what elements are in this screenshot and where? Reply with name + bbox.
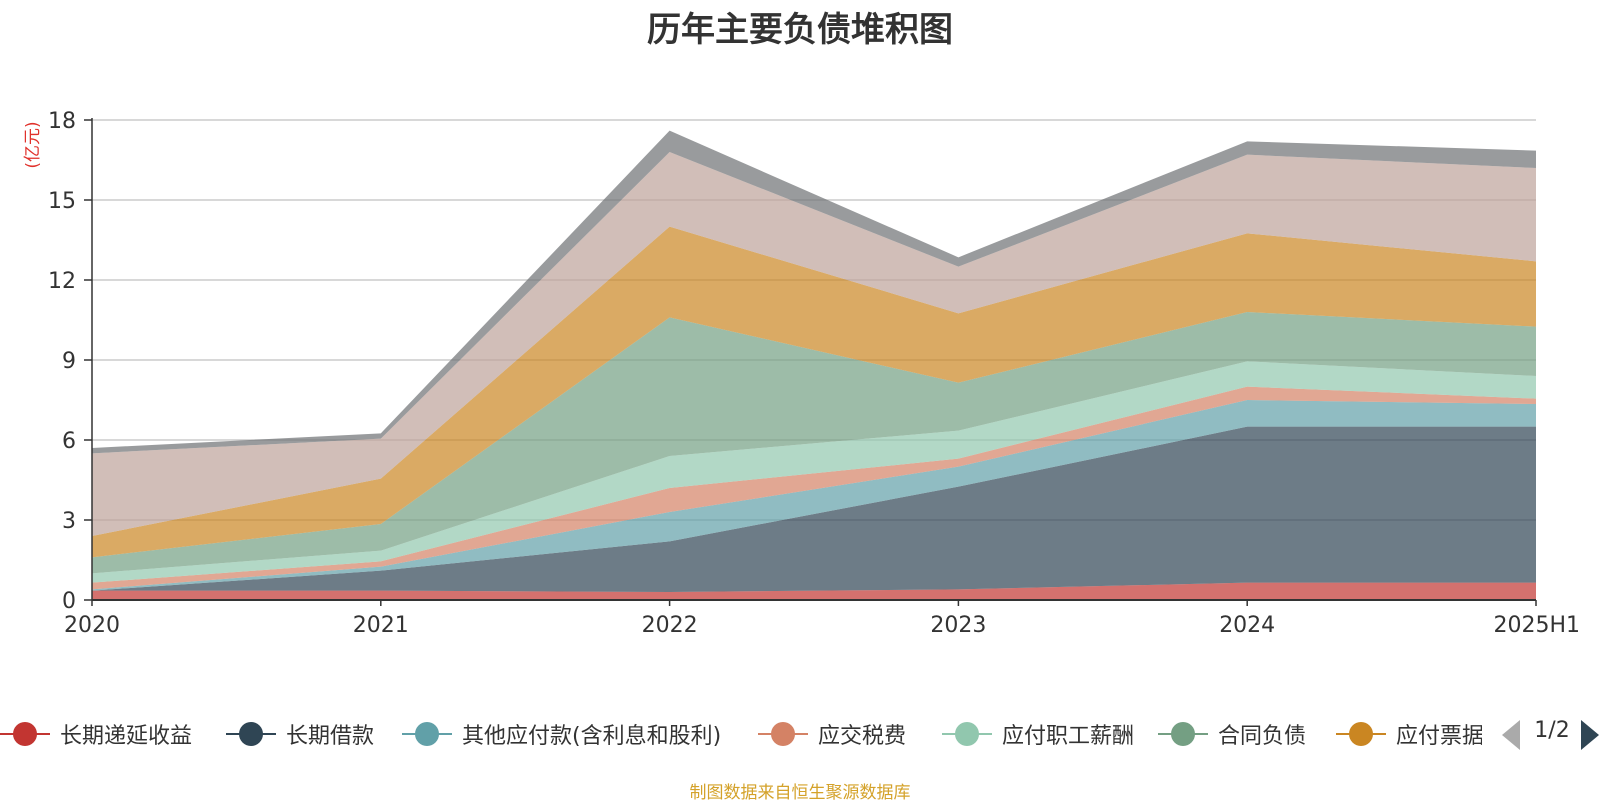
area-series-3[interactable]: [92, 400, 1536, 591]
legend-item-1[interactable]: 长期递延收益: [0, 716, 192, 752]
area-series-2[interactable]: [92, 426, 1536, 592]
legend-label: 合同负债: [1218, 724, 1307, 749]
legend-item-5[interactable]: 应付职工薪酬: [942, 716, 1134, 752]
legend-marker-icon: [942, 716, 992, 752]
chart-area: 0 3 6 9 12 15 18 2020 2021 2022 2023 2024 2025H1 (亿元…: [23, 109, 1580, 638]
legend-item-3[interactable]: 其他应付款(含利息和股利): [402, 716, 721, 752]
legend-items-viewport: 长期递延收益 长期借款 其他应付款(含利息和股利) 应交税费 应付职工薪酬 合同负债 应付票…: [0, 716, 1482, 752]
y-tick-label: 12: [48, 269, 76, 294]
legend-marker-icon: [1158, 716, 1208, 752]
area-series-1[interactable]: [92, 582, 1536, 600]
x-tick-label: 2020: [64, 613, 120, 638]
legend-label: 其他应付款(含利息和股利): [462, 724, 722, 749]
legend-label: 应付职工薪酬: [1002, 724, 1135, 749]
area-series-4[interactable]: [92, 386, 1536, 590]
legend-marker-icon: [0, 716, 50, 752]
legend-item-6[interactable]: 合同负债: [1158, 716, 1306, 752]
legend-label: 应付票据: [1396, 724, 1482, 749]
legend-next-page-icon[interactable]: [1581, 720, 1599, 750]
y-axis-unit-label: (亿元): [23, 121, 43, 168]
y-tick-label: 15: [48, 189, 76, 214]
legend-marker-icon: [758, 716, 808, 752]
y-tick-label: 3: [62, 509, 76, 534]
legend-marker-icon: [402, 716, 452, 752]
legend-prev-page-icon[interactable]: [1502, 720, 1520, 750]
area-series-8[interactable]: [92, 152, 1536, 536]
source-note: 制图数据来自恒生聚源数据库: [689, 783, 911, 803]
y-tick-label: 9: [62, 349, 76, 374]
legend-label: 长期递延收益: [60, 724, 193, 749]
chart-title: 历年主要负债堆积图: [647, 10, 953, 50]
y-tick-label: 6: [62, 429, 76, 454]
legend-label: 长期借款: [286, 724, 375, 749]
x-tick-label: 2024: [1219, 613, 1275, 638]
x-tick-label: 2025H1: [1493, 613, 1580, 638]
legend-item-4[interactable]: 应交税费: [758, 716, 906, 752]
x-tick-label: 2023: [930, 613, 986, 638]
legend-marker-icon: [226, 716, 276, 752]
legend-label: 应交税费: [818, 724, 907, 749]
legend-item-7[interactable]: 应付票据: [1336, 716, 1482, 752]
y-tick-label: 0: [62, 589, 76, 614]
legend-item-2[interactable]: 长期借款: [226, 716, 374, 752]
area-series-7[interactable]: [92, 226, 1536, 558]
axes: 0 3 6 9 12 15 18 2020 2021 2022 2023 2024 2025H1: [48, 109, 1580, 638]
x-tick-label: 2021: [353, 613, 409, 638]
legend-marker-icon: [1336, 716, 1386, 752]
stacked-areas: [92, 130, 1536, 600]
legend: 长期递延收益 长期借款 其他应付款(含利息和股利) 应交税费 应付职工薪酬 合同负债 应付票…: [0, 716, 1600, 752]
y-tick-label: 18: [48, 109, 76, 134]
area-series-9[interactable]: [92, 130, 1536, 454]
area-series-5[interactable]: [92, 361, 1536, 583]
legend-page-indicator: 1/2: [1534, 718, 1570, 743]
area-series-6[interactable]: [92, 312, 1536, 574]
x-tick-label: 2022: [642, 613, 698, 638]
